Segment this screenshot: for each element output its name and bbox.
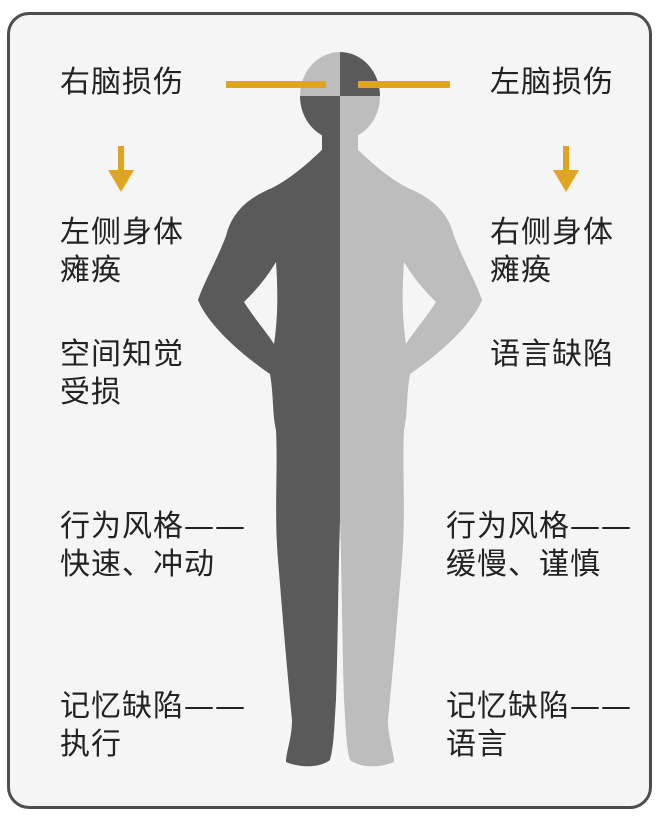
down-arrow-icon [553, 146, 579, 192]
left-brain-connector [358, 81, 450, 88]
right-brain-connector [226, 81, 326, 88]
right-effect-paralysis: 右侧身体 瘫痪 [490, 215, 614, 288]
left-effect-paralysis: 左侧身体 瘫痪 [60, 215, 184, 288]
left-effect-spatial-perception: 空间知觉 受损 [60, 337, 184, 410]
right-effect-behavior-style: 行为风格—— 缓慢、谨慎 [446, 509, 632, 582]
left-effect-memory-deficit: 记忆缺陷—— 执行 [60, 689, 246, 762]
brain-quadrant-head [300, 52, 380, 140]
right-effect-language-deficit: 语言缺陷 [490, 337, 614, 372]
left-brain-injury-title: 左脑损伤 [490, 65, 614, 100]
down-arrow-icon [108, 146, 134, 192]
left-effect-behavior-style: 行为风格—— 快速、冲动 [60, 509, 246, 582]
right-effect-memory-deficit: 记忆缺陷—— 语言 [446, 689, 632, 762]
right-brain-injury-title: 右脑损伤 [60, 65, 184, 100]
